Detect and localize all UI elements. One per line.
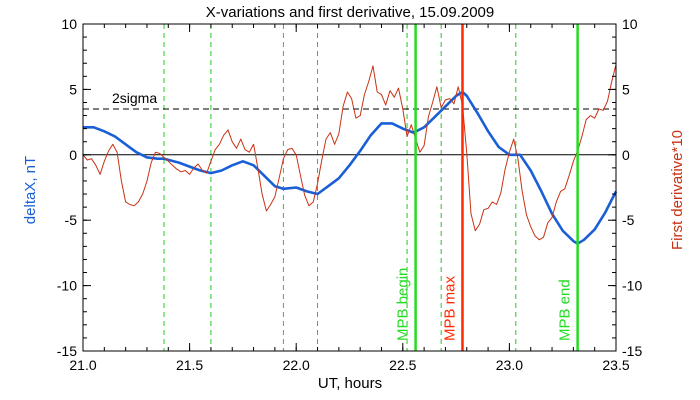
y-axis-label-left: deltaX, nT	[22, 156, 39, 224]
y-tick-label-3: -5	[65, 212, 78, 228]
y2-tick-label-3: -5	[622, 212, 635, 228]
x-tick-label-0: 21.0	[69, 357, 96, 373]
y2-tick-label-2: 0	[622, 147, 630, 163]
y2-tick-label-5: -15	[622, 343, 642, 359]
reference-lines	[83, 24, 616, 351]
marker-label-1: MPB begin	[395, 268, 412, 341]
y2-tick-label-0: 10	[622, 16, 638, 32]
chart-title: X-variations and first derivative, 15.09…	[206, 4, 495, 21]
y2-tick-label-4: -10	[622, 278, 642, 294]
x-tick-label-5: 23.5	[602, 357, 629, 373]
y-tick-label-0: 10	[61, 16, 77, 32]
y-tick-label-4: -10	[57, 278, 77, 294]
axes: 21.0 21.5 22.0 22.5 23.0 23.5 10 5 0 -5 -10 -15 10 5 0…	[57, 16, 643, 373]
y-tick-label-5: -15	[57, 343, 77, 359]
series-line-deltaX	[83, 90, 618, 245]
series-group	[82, 64, 618, 245]
y-tick-label-2: 0	[69, 147, 77, 163]
marker-label-2: MPB max	[441, 275, 458, 341]
series-line-derivative	[82, 64, 617, 241]
marker-label-3: MPB end	[557, 279, 574, 341]
y-tick-label-1: 5	[69, 81, 77, 97]
x-tick-label-3: 22.5	[389, 357, 416, 373]
x-axis-label: UT, hours	[318, 375, 382, 392]
x-tick-label-2: 22.0	[283, 357, 310, 373]
y2-tick-label-1: 5	[622, 81, 630, 97]
x-tick-label-1: 21.5	[176, 357, 203, 373]
x-tick-label-4: 23.0	[496, 357, 523, 373]
y-axis-label-right: First derivative*10	[669, 130, 686, 250]
plot-frame	[82, 23, 617, 352]
threshold-label: 2sigma	[112, 90, 157, 106]
mpb-markers: MPB begin MPB max MPB end	[395, 24, 579, 351]
